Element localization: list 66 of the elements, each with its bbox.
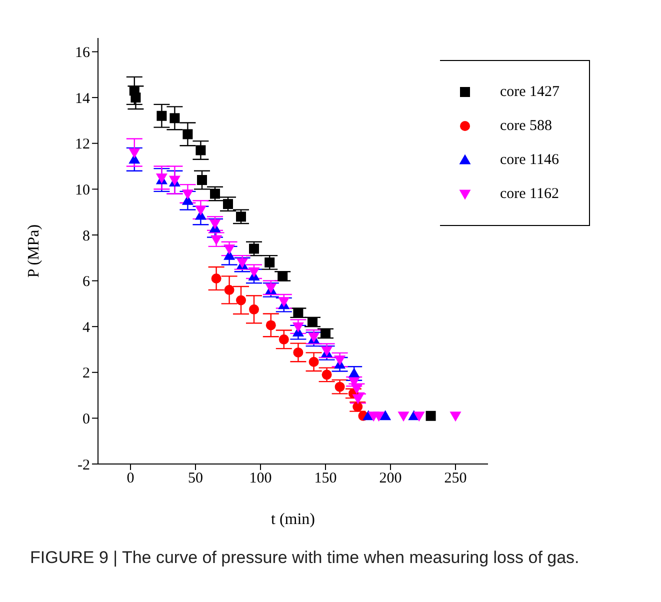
point [348,368,360,378]
y-tick-label: 14 [75,90,90,107]
point [196,145,206,156]
point [182,189,194,200]
point [322,370,332,380]
point [264,257,275,268]
point [450,412,462,422]
x-tick-label: 50 [188,470,203,487]
point [308,317,318,327]
point [352,394,364,404]
legend-label: core 1162 [500,186,560,202]
point [398,412,410,422]
point [236,295,246,306]
y-axis-title: P (MPa) [26,224,43,278]
x-tick-label: 100 [249,470,272,487]
point [352,402,363,412]
point [236,212,246,222]
y-tick-label: 4 [82,320,90,336]
point [278,334,289,344]
point [320,328,330,338]
point [380,410,392,420]
point [210,235,222,246]
x-tick-label: 150 [314,470,337,487]
point [128,148,140,158]
point [308,356,319,367]
legend-label: core 1146 [500,152,560,168]
point [210,188,220,199]
point [223,199,233,210]
y-tick-label: 6 [82,274,90,290]
x-tick-label: 250 [444,470,467,487]
point [182,129,193,140]
x-tick-label: 200 [379,470,402,487]
point [130,92,141,103]
point [224,284,234,295]
point [293,308,304,318]
point [334,356,346,366]
point [156,110,167,121]
point [278,271,288,282]
point [211,273,222,284]
point [249,244,259,254]
text: FIGURE 9 | The curve of pressure with time when measuring loss of gas. [29,547,580,568]
x-tick-label: 0 [126,470,134,487]
legend-label: core 1427 [500,84,560,100]
point [334,382,345,392]
y-tick-label: 16 [75,45,90,62]
y-tick-label: 10 [75,182,90,198]
point [197,175,207,185]
y-tick-label: -2 [78,457,90,474]
point [249,304,259,314]
point [350,384,362,394]
point [426,410,436,421]
y-tick-label: 0 [82,412,90,428]
x-axis-title: t (min) [271,511,315,528]
point [292,322,304,332]
point [266,320,276,330]
legend-label: core 588 [500,118,552,134]
point [209,219,221,230]
point [373,412,385,422]
y-tick-label: 2 [82,366,90,382]
point [224,244,236,254]
y-tick-label: 8 [82,228,90,244]
point [170,113,180,124]
point [194,206,206,216]
point [413,412,425,422]
y-tick-label: 12 [75,136,90,153]
point [293,347,304,358]
